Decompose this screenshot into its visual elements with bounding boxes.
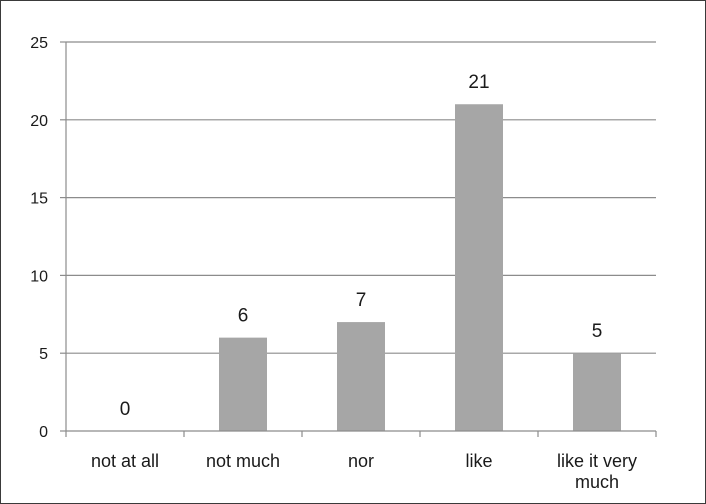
x-category-label-line: nor [348,451,374,471]
x-category-label-line: like it very [557,451,637,471]
y-tick-label: 0 [39,424,48,441]
y-tick-label: 25 [30,35,48,52]
x-category-label: not at all [91,451,159,471]
x-category-label-line: much [575,472,619,492]
category-labels: not at all not much nor like like it very muc… [91,451,637,492]
bar [337,322,385,431]
data-labels: 0 6 7 21 5 [120,72,603,420]
gridlines [66,41,656,354]
y-tick-label: 5 [39,346,48,363]
x-category-label: nor [348,451,374,471]
data-label: 0 [120,399,131,420]
bar [219,337,267,431]
x-category-label-line: like [465,451,492,471]
x-category-label-line: not much [206,451,280,471]
x-category-label: like it very much [557,451,637,492]
data-label: 7 [356,290,367,311]
data-label: 6 [238,306,249,327]
data-label: 5 [592,321,603,342]
y-tick-label: 15 [30,191,48,208]
data-label: 21 [468,72,489,93]
y-tick-label: 10 [30,268,48,285]
x-category-label: like [465,451,492,471]
x-category-label: not much [206,451,280,471]
axes [60,41,657,437]
y-tick-labels: 0 5 10 15 20 25 [30,35,48,441]
y-tick-label: 20 [30,113,48,130]
bars [219,104,621,432]
bar [573,353,621,431]
x-category-label-line: not at all [91,451,159,471]
bar [455,104,503,432]
